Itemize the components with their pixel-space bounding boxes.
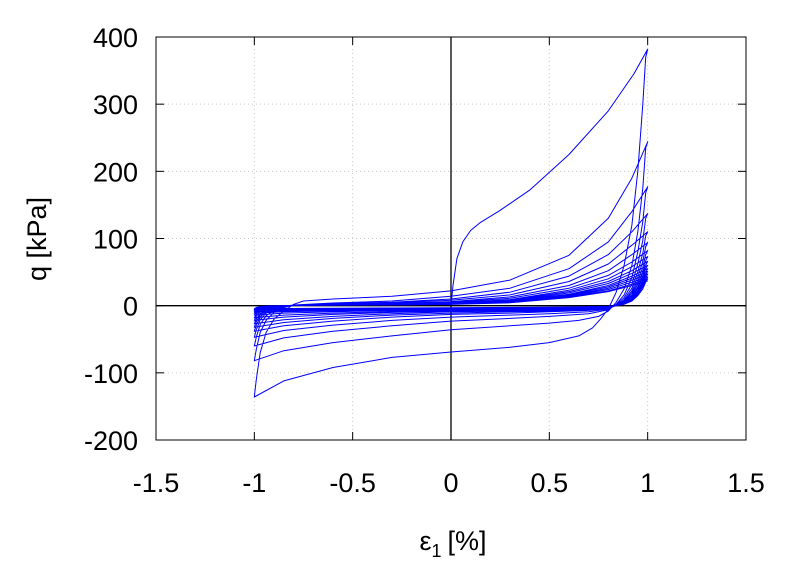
x-axis-label: ε1 [%]	[419, 526, 486, 561]
y-tick-label: 100	[93, 225, 138, 255]
x-tick-label: -1.5	[133, 468, 180, 498]
series-line	[253, 48, 649, 398]
x-tick-label: 0	[443, 468, 458, 498]
series-layer	[253, 48, 649, 398]
x-tick-label: 1	[640, 468, 655, 498]
y-tick-label: -100	[84, 359, 138, 389]
tick-labels: -1.5 -1 -0.5 0 0.5 1 1.5 -200 -100 0 100 200 300 400	[84, 23, 765, 498]
x-tick-label: 0.5	[531, 468, 569, 498]
x-tick-label: -1	[242, 468, 266, 498]
x-axis-label-symbol: ε	[419, 526, 431, 556]
x-axis-label-subscript: 1	[432, 541, 442, 561]
y-tick-label: 0	[123, 292, 138, 322]
y-tick-label: 400	[93, 23, 138, 53]
x-tick-label: -0.5	[329, 468, 376, 498]
ticks	[155, 36, 747, 441]
y-tick-label: -200	[84, 426, 138, 456]
y-tick-label: 300	[93, 90, 138, 120]
y-tick-label: 200	[93, 157, 138, 187]
x-axis-label-unit: [%]	[448, 526, 487, 556]
x-tick-label: 1.5	[727, 468, 765, 498]
y-axis-label: q [kPa]	[22, 197, 52, 281]
